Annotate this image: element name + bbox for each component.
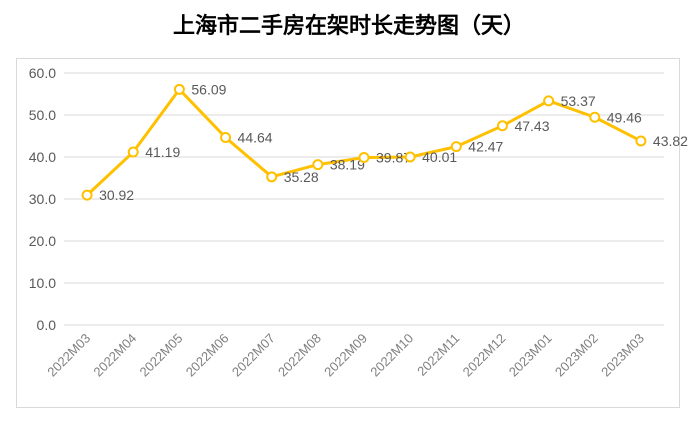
y-tick-label: 30.0 xyxy=(29,191,56,207)
chart-frame xyxy=(16,58,680,408)
x-tick-label: 2022M03 xyxy=(44,331,93,380)
y-tick-label: 0.0 xyxy=(37,317,57,333)
y-tick-label: 60.0 xyxy=(29,65,56,81)
data-label: 38.19 xyxy=(330,157,365,173)
data-point xyxy=(543,95,555,107)
data-label: 39.87 xyxy=(376,150,411,166)
data-point xyxy=(220,132,232,144)
data-point xyxy=(635,135,647,147)
x-tick-label: 2022M08 xyxy=(275,331,324,380)
y-tick-label: 40.0 xyxy=(29,149,56,165)
series-line xyxy=(86,87,642,197)
chart-title: 上海市二手房在架时长走势图（天） xyxy=(172,14,525,39)
data-label: 30.92 xyxy=(99,187,134,203)
x-tick-label: 2022M10 xyxy=(367,331,416,380)
data-point xyxy=(450,141,462,153)
x-tick-label: 2022M06 xyxy=(183,331,232,380)
data-label: 44.64 xyxy=(238,130,273,146)
data-label: 40.01 xyxy=(422,149,457,165)
x-tick-label: 2022M05 xyxy=(137,331,186,380)
x-tick-label: 2022M12 xyxy=(460,331,509,380)
data-label: 43.82 xyxy=(653,133,688,149)
data-label: 35.28 xyxy=(284,169,319,185)
data-point xyxy=(266,171,278,183)
data-point xyxy=(589,111,601,123)
y-tick-label: 20.0 xyxy=(29,233,56,249)
x-tick-label: 2022M09 xyxy=(321,331,370,380)
x-tick-label: 2022M11 xyxy=(414,331,462,379)
data-label: 49.46 xyxy=(607,109,642,125)
data-point xyxy=(127,146,139,158)
data-point xyxy=(358,152,370,164)
data-point xyxy=(173,83,185,95)
x-tick-label: 2023M01 xyxy=(506,331,555,380)
data-point xyxy=(312,159,324,171)
data-label: 47.43 xyxy=(514,118,549,134)
data-label: 42.47 xyxy=(468,139,503,155)
x-tick-label: 2022M07 xyxy=(229,331,278,380)
data-point xyxy=(496,120,508,132)
x-tick-label: 2022M04 xyxy=(90,331,139,380)
x-tick-label: 2023M03 xyxy=(598,331,647,380)
y-tick-label: 10.0 xyxy=(29,275,56,291)
y-tick-label: 50.0 xyxy=(29,107,56,123)
data-label: 53.37 xyxy=(561,93,596,109)
data-point xyxy=(404,151,416,163)
data-label: 41.19 xyxy=(145,144,180,160)
data-label: 56.09 xyxy=(191,81,226,97)
x-tick-label: 2023M02 xyxy=(552,331,601,380)
data-point xyxy=(81,189,93,201)
